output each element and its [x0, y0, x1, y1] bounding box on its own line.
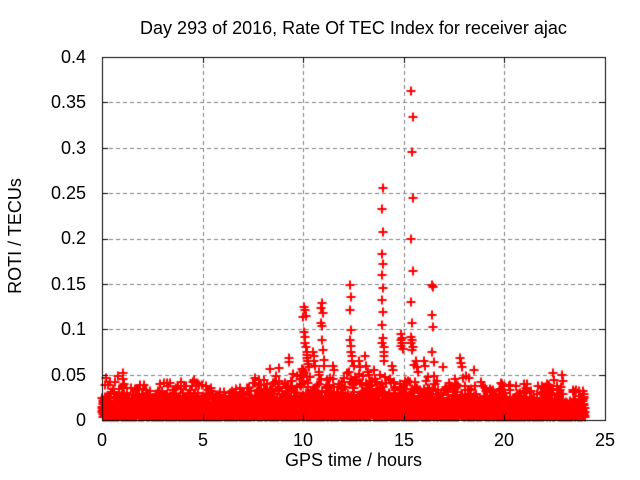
y-tick-label: 0: [75, 410, 86, 430]
y-tick-label: 0.25: [50, 183, 86, 203]
y-tick-label: 0.2: [60, 228, 86, 248]
y-tick-label: 0.1: [60, 319, 86, 339]
x-tick-label: 25: [594, 430, 616, 450]
y-tick-label: 0.05: [50, 365, 86, 385]
y-tick-label: 0.3: [60, 138, 86, 158]
x-tick-label: 20: [493, 430, 515, 450]
x-tick-label: 5: [197, 430, 208, 450]
chart-title: Day 293 of 2016, Rate Of TEC Index for r…: [140, 18, 567, 38]
y-tick-label: 0.15: [50, 274, 86, 294]
x-tick-label: 0: [96, 430, 107, 450]
y-tick-label: 0.35: [50, 92, 86, 112]
y-tick-label: 0.4: [60, 47, 86, 67]
x-axis-label: GPS time / hours: [284, 450, 423, 470]
x-tick-label: 10: [292, 430, 314, 450]
x-tick-label: 15: [393, 430, 415, 450]
